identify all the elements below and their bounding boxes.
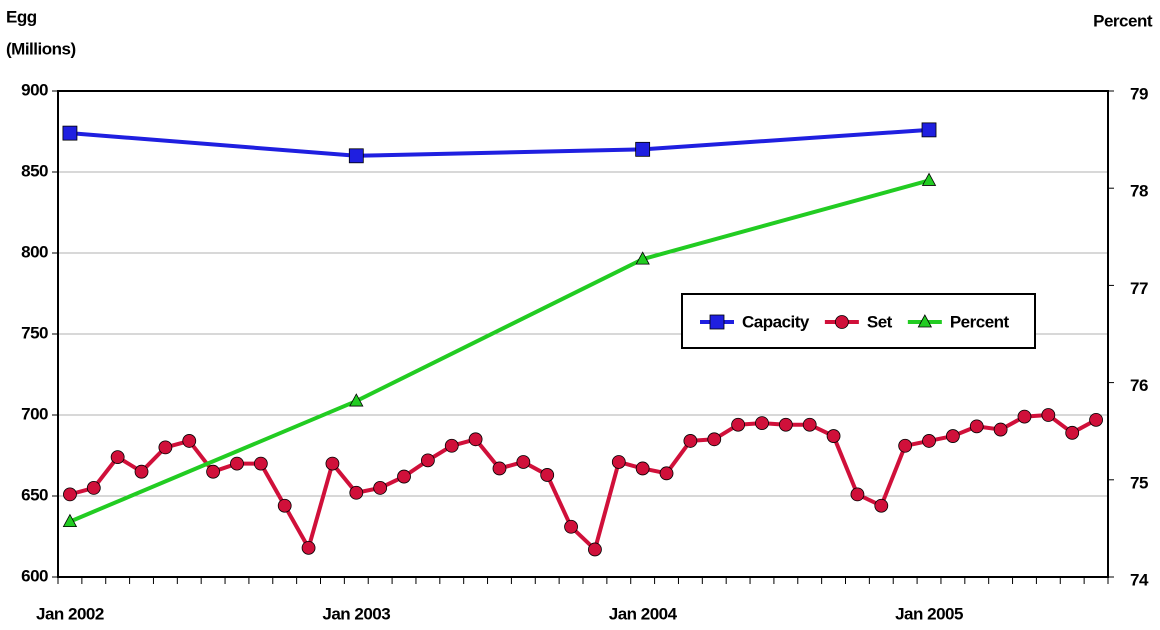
- point: [516, 455, 531, 469]
- y-tick-label: 700: [21, 404, 48, 423]
- point: [635, 251, 650, 265]
- point: [62, 125, 78, 141]
- series-line: [593, 461, 621, 550]
- y-tick-label: 850: [21, 161, 48, 180]
- point: [349, 393, 364, 407]
- point: [969, 419, 984, 434]
- series-line: [879, 445, 908, 507]
- point: [134, 464, 149, 479]
- series-line: [356, 147, 643, 158]
- point: [1065, 425, 1080, 440]
- point: [635, 141, 651, 157]
- series-line: [69, 131, 357, 158]
- point: [834, 315, 849, 329]
- x-tick-label: Jan 2003: [322, 604, 390, 623]
- point: [349, 485, 364, 500]
- series-line: [259, 462, 287, 507]
- point: [182, 434, 197, 448]
- series-line: [545, 474, 573, 528]
- point: [945, 429, 960, 443]
- point: [540, 468, 555, 482]
- legend-label: Percent: [950, 312, 1010, 331]
- point: [325, 456, 340, 471]
- series-line: [831, 435, 860, 496]
- y-tick-label: 600: [21, 566, 48, 585]
- point: [86, 480, 101, 495]
- y2-tick-label: 78: [1130, 182, 1148, 201]
- point: [253, 456, 268, 471]
- x-tick-label: Jan 2002: [36, 604, 104, 623]
- point: [922, 434, 936, 448]
- point: [348, 148, 364, 164]
- point: [635, 461, 650, 476]
- y2-axis-label: Percent: [1093, 11, 1153, 30]
- point: [850, 487, 865, 502]
- point: [921, 172, 937, 186]
- series-line: [306, 463, 335, 549]
- point: [731, 417, 746, 432]
- y-axis-label: (Millions): [6, 39, 76, 58]
- point: [277, 498, 292, 513]
- y2-tick-label: 74: [1130, 570, 1149, 589]
- point: [420, 453, 435, 468]
- point: [611, 455, 626, 469]
- point: [802, 417, 817, 432]
- point: [230, 456, 244, 471]
- point: [564, 519, 578, 534]
- point: [444, 438, 459, 453]
- point: [659, 466, 674, 481]
- point: [874, 498, 889, 513]
- point: [755, 416, 769, 431]
- x-tick-label: Jan 2005: [895, 604, 963, 623]
- point: [898, 438, 913, 453]
- y2-tick-label: 77: [1130, 279, 1148, 298]
- point: [921, 122, 937, 138]
- y-tick-label: 750: [21, 323, 48, 342]
- point: [492, 461, 507, 476]
- point: [709, 314, 725, 330]
- point: [373, 480, 388, 495]
- series-line: [355, 257, 644, 403]
- point: [917, 314, 933, 328]
- y2-tick-label: 79: [1130, 84, 1148, 103]
- y-tick-label: 650: [21, 485, 48, 504]
- point: [158, 440, 173, 455]
- point: [301, 540, 316, 555]
- y2-tick-label: 75: [1130, 473, 1148, 492]
- point: [1089, 412, 1103, 427]
- y2-tick-label: 76: [1130, 376, 1148, 395]
- point: [468, 432, 483, 447]
- y-tick-label: 900: [21, 80, 48, 99]
- x-tick-label: Jan 2004: [609, 604, 678, 623]
- series-line: [642, 127, 930, 152]
- point: [1041, 408, 1056, 422]
- point: [206, 464, 221, 479]
- point: [62, 513, 78, 527]
- point: [588, 542, 602, 557]
- point: [110, 450, 125, 465]
- y-axis-label: Egg: [6, 7, 37, 26]
- point: [683, 434, 698, 448]
- point: [993, 422, 1008, 437]
- legend-label: Capacity: [742, 312, 810, 331]
- point: [707, 432, 722, 447]
- point: [63, 487, 77, 502]
- point: [397, 469, 411, 484]
- point: [1017, 409, 1032, 424]
- series-line: [642, 178, 930, 262]
- point: [778, 417, 793, 432]
- point: [826, 429, 841, 443]
- legend: Capacity Set Percent: [681, 293, 1036, 349]
- series-line: [69, 399, 358, 524]
- y-tick-label: 800: [21, 242, 48, 261]
- series-line: [282, 504, 311, 549]
- legend-label: Set: [867, 312, 893, 331]
